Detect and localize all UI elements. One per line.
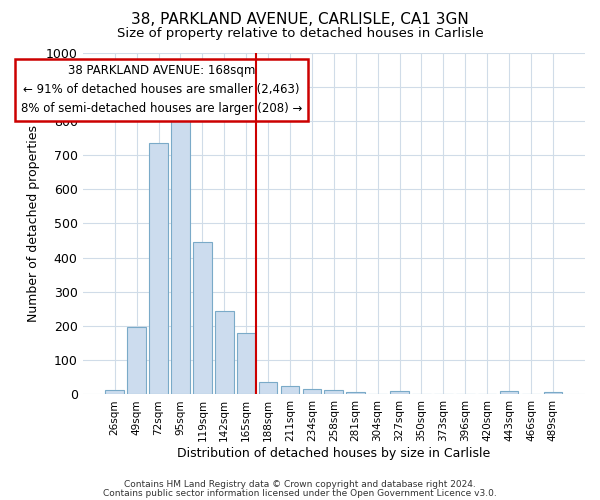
Bar	[127, 327, 146, 394]
Bar	[215, 311, 233, 394]
Bar	[106, 390, 124, 394]
Bar	[237, 333, 256, 394]
Text: Contains public sector information licensed under the Open Government Licence v3: Contains public sector information licen…	[103, 488, 497, 498]
Bar	[390, 391, 409, 394]
Text: 38, PARKLAND AVENUE, CARLISLE, CA1 3GN: 38, PARKLAND AVENUE, CARLISLE, CA1 3GN	[131, 12, 469, 28]
Text: Contains HM Land Registry data © Crown copyright and database right 2024.: Contains HM Land Registry data © Crown c…	[124, 480, 476, 489]
Bar	[259, 382, 277, 394]
Bar	[193, 242, 212, 394]
Bar	[149, 143, 168, 395]
X-axis label: Distribution of detached houses by size in Carlisle: Distribution of detached houses by size …	[177, 447, 490, 460]
Bar	[346, 392, 365, 394]
Bar	[500, 391, 518, 394]
Bar	[171, 110, 190, 395]
Text: 38 PARKLAND AVENUE: 168sqm
← 91% of detached houses are smaller (2,463)
8% of se: 38 PARKLAND AVENUE: 168sqm ← 91% of deta…	[21, 64, 302, 116]
Bar	[281, 386, 299, 394]
Bar	[544, 392, 562, 394]
Bar	[325, 390, 343, 394]
Text: Size of property relative to detached houses in Carlisle: Size of property relative to detached ho…	[116, 28, 484, 40]
Y-axis label: Number of detached properties: Number of detached properties	[28, 125, 40, 322]
Bar	[302, 388, 321, 394]
